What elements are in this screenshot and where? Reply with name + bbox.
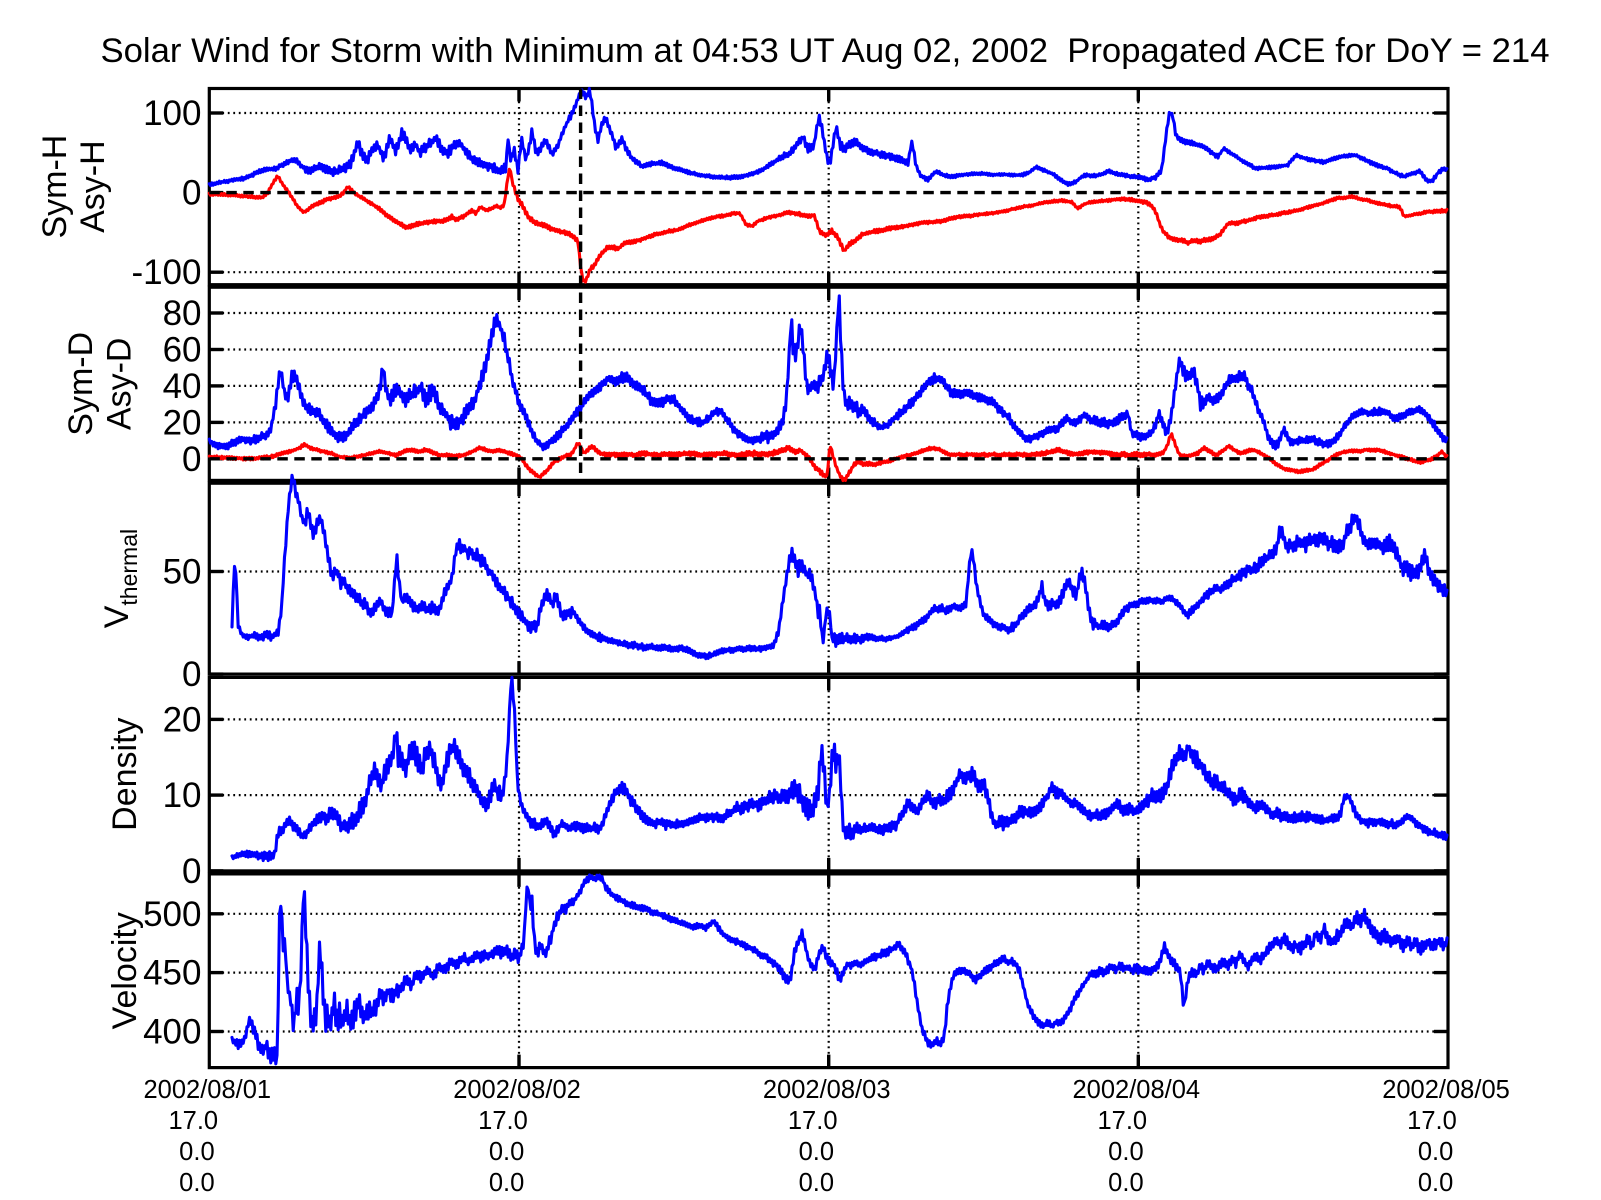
svg-text:0.0: 0.0 bbox=[489, 1169, 524, 1197]
svg-text:2002/08/03: 2002/08/03 bbox=[763, 1076, 891, 1104]
svg-text:Velocity: Velocity bbox=[106, 912, 144, 1029]
svg-text:2002/08/05: 2002/08/05 bbox=[1382, 1076, 1510, 1104]
svg-text:0.0: 0.0 bbox=[1108, 1169, 1143, 1197]
svg-text:Solar Wind for Storm with Mini: Solar Wind for Storm with Minimum at 04:… bbox=[101, 32, 1550, 70]
svg-text:0.0: 0.0 bbox=[1108, 1138, 1143, 1166]
svg-text:40: 40 bbox=[163, 367, 202, 406]
svg-text:10: 10 bbox=[163, 776, 202, 815]
svg-text:0: 0 bbox=[182, 852, 201, 891]
svg-text:60: 60 bbox=[163, 331, 202, 370]
svg-text:17.0: 17.0 bbox=[1097, 1107, 1147, 1135]
svg-text:0.0: 0.0 bbox=[799, 1169, 834, 1197]
svg-text:50: 50 bbox=[163, 553, 202, 592]
svg-text:17.0: 17.0 bbox=[478, 1107, 528, 1135]
svg-text:0.0: 0.0 bbox=[489, 1138, 524, 1166]
svg-text:0.0: 0.0 bbox=[179, 1169, 214, 1197]
svg-text:400: 400 bbox=[143, 1013, 201, 1052]
svg-text:0: 0 bbox=[182, 174, 201, 213]
svg-text:2002/08/02: 2002/08/02 bbox=[453, 1076, 581, 1104]
svg-text:2002/08/04: 2002/08/04 bbox=[1072, 1076, 1200, 1104]
svg-text:0: 0 bbox=[182, 655, 201, 694]
svg-text:100: 100 bbox=[143, 94, 201, 133]
svg-text:20: 20 bbox=[163, 403, 202, 442]
svg-text:20: 20 bbox=[163, 700, 202, 739]
svg-text:-100: -100 bbox=[131, 253, 201, 292]
svg-text:Sym-D: Sym-D bbox=[62, 332, 100, 436]
svg-text:Asy-D: Asy-D bbox=[101, 338, 139, 431]
svg-text:0.0: 0.0 bbox=[799, 1138, 834, 1166]
svg-text:2002/08/01: 2002/08/01 bbox=[143, 1076, 271, 1104]
svg-text:Asy-H: Asy-H bbox=[74, 140, 112, 233]
svg-text:450: 450 bbox=[143, 954, 201, 993]
svg-text:0: 0 bbox=[182, 440, 201, 479]
svg-text:Density: Density bbox=[106, 717, 144, 830]
svg-text:17.0: 17.0 bbox=[788, 1107, 838, 1135]
svg-text:17.0: 17.0 bbox=[1407, 1107, 1457, 1135]
svg-text:0.0: 0.0 bbox=[1418, 1169, 1453, 1197]
svg-text:Sym-H: Sym-H bbox=[36, 135, 74, 239]
svg-text:500: 500 bbox=[143, 895, 201, 934]
svg-text:0.0: 0.0 bbox=[179, 1138, 214, 1166]
svg-text:80: 80 bbox=[163, 294, 202, 333]
svg-text:17.0: 17.0 bbox=[168, 1107, 218, 1135]
svg-text:0.0: 0.0 bbox=[1418, 1138, 1453, 1166]
